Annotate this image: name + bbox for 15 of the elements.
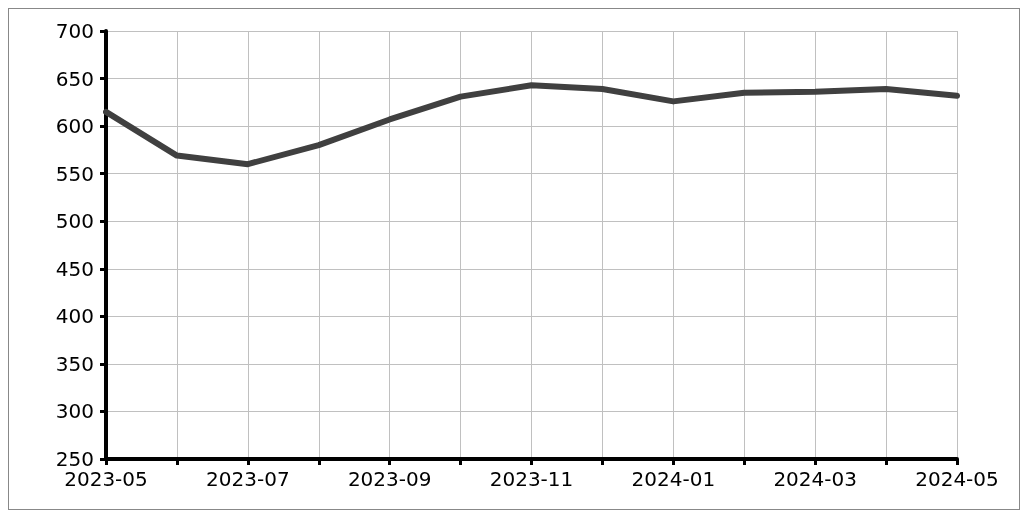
x-tick-label: 2023-09 bbox=[347, 467, 432, 491]
x-tick-label: 2024-01 bbox=[631, 467, 716, 491]
y-tick-label: 650 bbox=[55, 66, 94, 91]
y-tick-label: 450 bbox=[55, 256, 94, 281]
y-tick-label: 600 bbox=[55, 114, 94, 139]
y-tick-label: 500 bbox=[55, 209, 94, 234]
y-tick-label: 700 bbox=[55, 19, 94, 43]
y-tick-label: 550 bbox=[55, 161, 94, 186]
x-tick-label: 2023-07 bbox=[206, 467, 290, 491]
x-tick-label: 2024-03 bbox=[773, 467, 857, 491]
x-tick-label: 2023-11 bbox=[489, 467, 574, 491]
y-tick-label: 350 bbox=[55, 351, 94, 376]
y-tick-label: 300 bbox=[55, 399, 94, 424]
x-tick-label: 2024-05 bbox=[915, 467, 999, 491]
y-tick-label: 400 bbox=[55, 304, 94, 329]
